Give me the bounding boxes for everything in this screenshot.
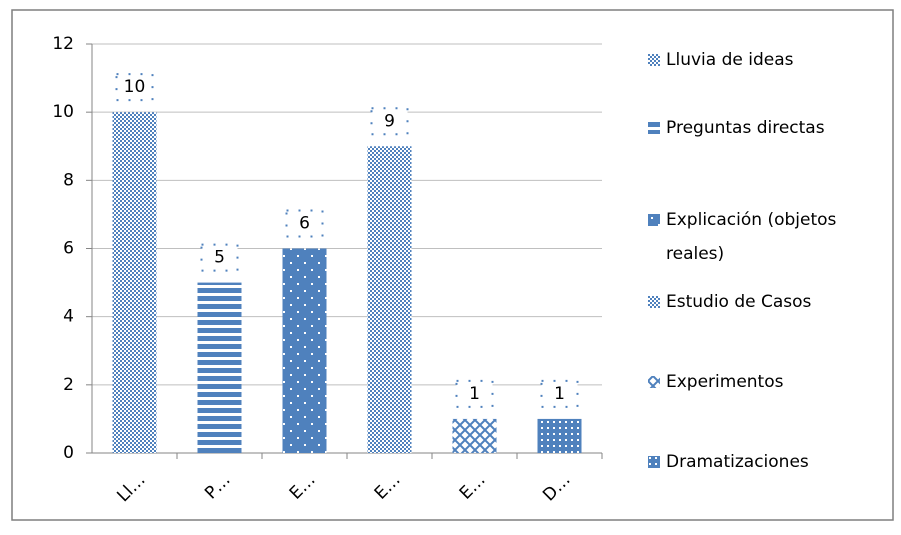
bar xyxy=(537,418,582,453)
bar xyxy=(452,418,497,453)
legend-swatch xyxy=(648,456,660,468)
y-tick-label: 10 xyxy=(52,102,74,122)
legend-label: Preguntas directas xyxy=(666,118,825,138)
y-tick-label: 8 xyxy=(63,170,74,190)
data-label: 10 xyxy=(124,77,146,97)
data-label-box xyxy=(370,107,409,136)
data-label-box xyxy=(540,379,579,408)
y-tick-label: 4 xyxy=(63,307,74,327)
y-tick-label: 6 xyxy=(63,239,74,259)
y-tick-label: 0 xyxy=(63,443,74,463)
data-label-box xyxy=(285,209,324,238)
data-label: 6 xyxy=(299,214,310,234)
legend-item: Preguntas directas xyxy=(648,111,892,145)
data-label-box xyxy=(200,243,239,272)
bar xyxy=(367,146,412,453)
legend-label: Explicación (objetos reales) xyxy=(666,210,837,264)
legend-item: Dramatizaciones xyxy=(648,445,892,479)
legend-item: Lluvia de ideas xyxy=(648,43,892,77)
legend-label: Experimentos xyxy=(666,372,784,392)
legend-swatch xyxy=(648,122,660,134)
data-label: 9 xyxy=(384,111,395,131)
legend-item: Estudio de Casos xyxy=(648,285,892,319)
legend-swatch xyxy=(648,376,660,388)
data-label-box xyxy=(455,379,494,408)
legend-swatch xyxy=(648,54,660,66)
data-label-box xyxy=(115,73,154,102)
data-label: 1 xyxy=(469,384,480,404)
legend-label: Dramatizaciones xyxy=(666,452,809,472)
y-tick-label: 12 xyxy=(52,34,74,54)
bar xyxy=(112,112,157,454)
y-tick-label: 2 xyxy=(63,375,74,395)
bar xyxy=(282,248,327,453)
legend-item: Experimentos xyxy=(648,365,892,399)
legend-swatch xyxy=(648,296,660,308)
legend-swatch xyxy=(648,214,660,226)
legend-label: Estudio de Casos xyxy=(666,292,812,312)
bar xyxy=(197,282,242,453)
data-label: 5 xyxy=(214,248,225,268)
data-label: 1 xyxy=(554,384,565,404)
legend-label: Lluvia de ideas xyxy=(666,50,794,70)
legend-item: Explicación (objetos reales) xyxy=(648,203,892,271)
